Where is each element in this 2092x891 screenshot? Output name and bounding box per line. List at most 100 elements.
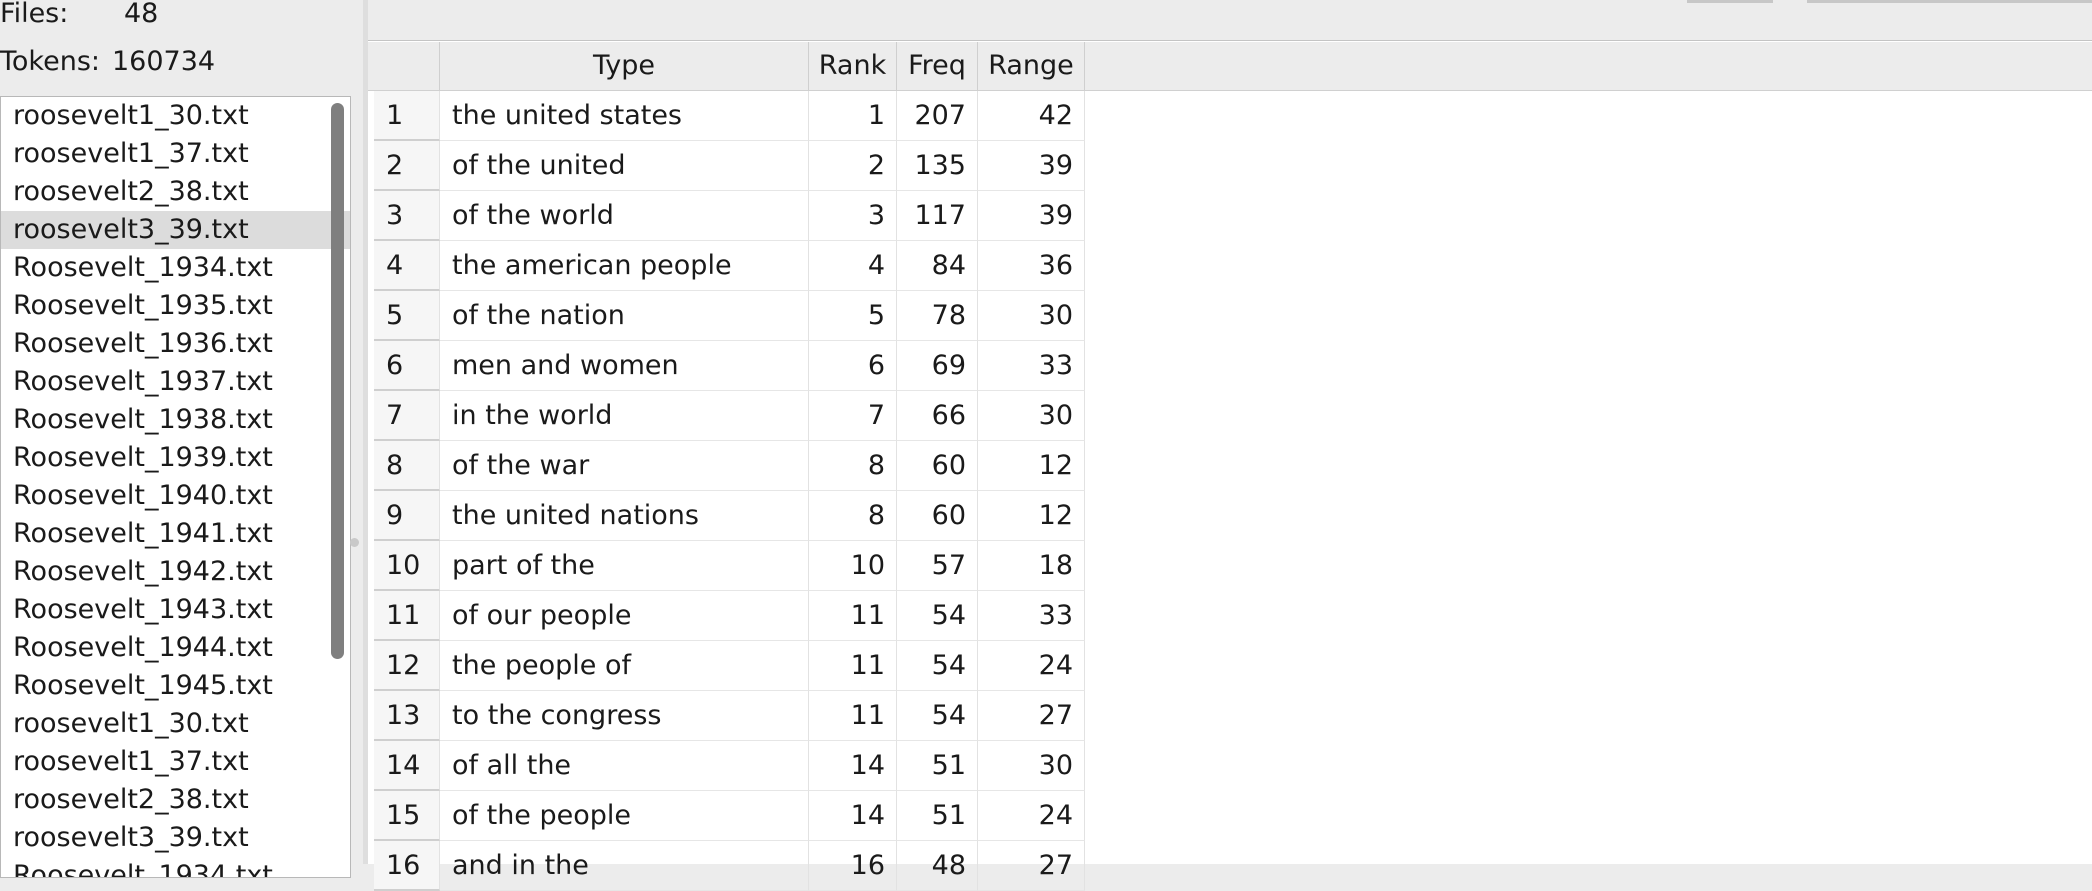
table-row[interactable]: 16 and in the 16 48 27 bbox=[368, 841, 1088, 891]
file-list-item[interactable]: Roosevelt_1934.txt bbox=[13, 860, 273, 878]
split-grip-icon[interactable] bbox=[350, 538, 359, 547]
results-panel: Type Rank Freq Range 1 the united states 1… bbox=[368, 0, 2092, 891]
file-list-item[interactable]: Roosevelt_1943.txt bbox=[13, 594, 273, 625]
table-row[interactable]: 11 of our people 11 54 33 bbox=[368, 591, 1088, 641]
file-list[interactable]: roosevelt1_30.txt roosevelt1_37.txt roosev… bbox=[0, 96, 351, 878]
rank-cell: 6 bbox=[809, 341, 897, 391]
freq-cell: 135 bbox=[897, 141, 978, 191]
rank-cell: 10 bbox=[809, 541, 897, 591]
toolbar-button[interactable] bbox=[1687, 0, 1773, 3]
row-index-cell: 14 bbox=[374, 741, 440, 791]
column-header-type[interactable]: Type bbox=[440, 42, 809, 90]
freq-cell: 117 bbox=[897, 191, 978, 241]
file-list-item[interactable]: roosevelt3_39.txt bbox=[13, 822, 249, 853]
file-list-item[interactable]: Roosevelt_1934.txt bbox=[13, 252, 273, 283]
column-header-rank[interactable]: Rank bbox=[809, 42, 897, 90]
tokens-stat: Tokens: 160734 bbox=[0, 46, 215, 77]
freq-cell: 51 bbox=[897, 791, 978, 841]
freq-cell: 54 bbox=[897, 591, 978, 641]
type-cell: the people of bbox=[440, 641, 809, 691]
table-row[interactable]: 9 the united nations 8 60 12 bbox=[368, 491, 1088, 541]
type-cell: of the war bbox=[440, 441, 809, 491]
row-index-cell: 13 bbox=[374, 691, 440, 741]
rank-cell: 11 bbox=[809, 591, 897, 641]
file-list-item[interactable]: Roosevelt_1938.txt bbox=[13, 404, 273, 435]
freq-cell: 66 bbox=[897, 391, 978, 441]
file-list-scrollbar[interactable] bbox=[331, 103, 344, 659]
file-list-item[interactable]: Roosevelt_1941.txt bbox=[13, 518, 273, 549]
row-index-cell: 11 bbox=[374, 591, 440, 641]
file-list-item[interactable]: roosevelt3_39.txt bbox=[1, 211, 350, 249]
rank-cell: 1 bbox=[809, 91, 897, 141]
type-cell: of the people bbox=[440, 791, 809, 841]
file-list-item[interactable]: Roosevelt_1945.txt bbox=[13, 670, 273, 701]
table-row[interactable]: 7 in the world 7 66 30 bbox=[368, 391, 1088, 441]
range-cell: 30 bbox=[978, 741, 1085, 791]
file-list-item[interactable]: Roosevelt_1936.txt bbox=[13, 328, 273, 359]
row-index-cell: 16 bbox=[374, 841, 440, 891]
range-cell: 24 bbox=[978, 641, 1085, 691]
rank-cell: 16 bbox=[809, 841, 897, 891]
row-index-cell: 9 bbox=[374, 491, 440, 541]
rank-cell: 5 bbox=[809, 291, 897, 341]
freq-cell: 69 bbox=[897, 341, 978, 391]
file-list-item[interactable]: roosevelt1_30.txt bbox=[13, 100, 249, 131]
file-list-item[interactable]: Roosevelt_1942.txt bbox=[13, 556, 273, 587]
freq-cell: 60 bbox=[897, 491, 978, 541]
file-list-item[interactable]: Roosevelt_1944.txt bbox=[13, 632, 273, 663]
file-list-item[interactable]: roosevelt2_38.txt bbox=[13, 176, 249, 207]
type-cell: of all the bbox=[440, 741, 809, 791]
row-index-cell: 5 bbox=[374, 291, 440, 341]
table-row[interactable]: 13 to the congress 11 54 27 bbox=[368, 691, 1088, 741]
table-row[interactable]: 8 of the war 8 60 12 bbox=[368, 441, 1088, 491]
type-cell: of the nation bbox=[440, 291, 809, 341]
table-row[interactable]: 15 of the people 14 51 24 bbox=[368, 791, 1088, 841]
file-list-item[interactable]: Roosevelt_1940.txt bbox=[13, 480, 273, 511]
rank-cell: 3 bbox=[809, 191, 897, 241]
split-pane-divider[interactable] bbox=[363, 0, 368, 864]
range-cell: 12 bbox=[978, 441, 1085, 491]
type-cell: the united states bbox=[440, 91, 809, 141]
type-cell: the united nations bbox=[440, 491, 809, 541]
table-row[interactable]: 5 of the nation 5 78 30 bbox=[368, 291, 1088, 341]
files-count: 48 bbox=[124, 0, 159, 29]
table-row[interactable]: 2 of the united 2 135 39 bbox=[368, 141, 1088, 191]
column-header-index[interactable] bbox=[374, 42, 440, 90]
range-cell: 30 bbox=[978, 391, 1085, 441]
table-row[interactable]: 6 men and women 6 69 33 bbox=[368, 341, 1088, 391]
rank-cell: 11 bbox=[809, 691, 897, 741]
freq-cell: 84 bbox=[897, 241, 978, 291]
type-cell: in the world bbox=[440, 391, 809, 441]
file-list-item[interactable]: roosevelt1_37.txt bbox=[13, 746, 249, 777]
column-header-range[interactable]: Range bbox=[978, 42, 1085, 90]
row-index-cell: 8 bbox=[374, 441, 440, 491]
table-row[interactable]: 12 the people of 11 54 24 bbox=[368, 641, 1088, 691]
tokens-label: Tokens: bbox=[0, 46, 100, 77]
file-list-item[interactable]: Roosevelt_1937.txt bbox=[13, 366, 273, 397]
type-cell: and in the bbox=[440, 841, 809, 891]
table-row[interactable]: 1 the united states 1 207 42 bbox=[368, 91, 1088, 141]
row-index-cell: 6 bbox=[374, 341, 440, 391]
toolbar-search-field[interactable] bbox=[1807, 0, 2092, 3]
file-list-item[interactable]: Roosevelt_1939.txt bbox=[13, 442, 273, 473]
type-cell: men and women bbox=[440, 341, 809, 391]
type-cell: of the united bbox=[440, 141, 809, 191]
freq-cell: 78 bbox=[897, 291, 978, 341]
column-header-freq[interactable]: Freq bbox=[897, 42, 978, 90]
row-index-cell: 10 bbox=[374, 541, 440, 591]
table-row[interactable]: 4 the american people 4 84 36 bbox=[368, 241, 1088, 291]
table-row[interactable]: 3 of the world 3 117 39 bbox=[368, 191, 1088, 241]
file-list-item[interactable]: roosevelt1_30.txt bbox=[13, 708, 249, 739]
file-list-item[interactable]: roosevelt2_38.txt bbox=[13, 784, 249, 815]
file-list-item[interactable]: Roosevelt_1935.txt bbox=[13, 290, 273, 321]
freq-cell: 207 bbox=[897, 91, 978, 141]
table-row[interactable]: 10 part of the 10 57 18 bbox=[368, 541, 1088, 591]
range-cell: 12 bbox=[978, 491, 1085, 541]
table-row[interactable]: 14 of all the 14 51 30 bbox=[368, 741, 1088, 791]
rank-cell: 14 bbox=[809, 741, 897, 791]
toolbar-strip bbox=[368, 0, 2092, 41]
range-cell: 39 bbox=[978, 141, 1085, 191]
file-list-item[interactable]: roosevelt1_37.txt bbox=[13, 138, 249, 169]
table-body: 1 the united states 1 207 42 2 of the united 2 1… bbox=[368, 91, 1088, 891]
range-cell: 39 bbox=[978, 191, 1085, 241]
